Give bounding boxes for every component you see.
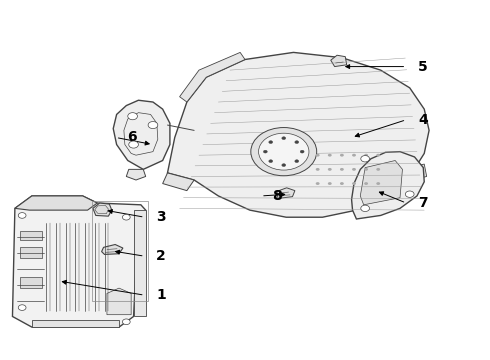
Polygon shape — [20, 247, 42, 258]
Circle shape — [148, 122, 158, 129]
Circle shape — [405, 191, 414, 197]
Polygon shape — [163, 173, 194, 191]
Polygon shape — [397, 164, 427, 184]
Polygon shape — [352, 152, 424, 219]
Circle shape — [364, 168, 368, 171]
Circle shape — [316, 182, 319, 185]
Circle shape — [376, 168, 380, 171]
Text: 1: 1 — [156, 288, 166, 302]
Text: 3: 3 — [156, 210, 166, 224]
Circle shape — [340, 182, 344, 185]
Circle shape — [376, 154, 380, 157]
Circle shape — [18, 305, 26, 310]
Circle shape — [340, 154, 344, 157]
Text: 8: 8 — [272, 189, 282, 203]
Polygon shape — [20, 231, 42, 240]
Circle shape — [328, 168, 332, 171]
Circle shape — [295, 160, 299, 163]
Circle shape — [259, 133, 309, 170]
Circle shape — [269, 141, 272, 144]
Circle shape — [340, 168, 344, 171]
Circle shape — [128, 113, 138, 120]
Circle shape — [352, 154, 356, 157]
Polygon shape — [277, 188, 295, 198]
Circle shape — [364, 154, 368, 157]
Circle shape — [282, 137, 286, 140]
Circle shape — [251, 127, 317, 176]
Circle shape — [361, 156, 369, 162]
Circle shape — [364, 182, 368, 185]
Circle shape — [352, 182, 356, 185]
Polygon shape — [15, 196, 97, 210]
Circle shape — [122, 319, 130, 325]
Circle shape — [295, 141, 299, 144]
Circle shape — [316, 154, 319, 157]
Circle shape — [352, 168, 356, 171]
Circle shape — [300, 150, 304, 153]
Circle shape — [328, 154, 332, 157]
Circle shape — [376, 182, 380, 185]
Text: 2: 2 — [156, 249, 166, 263]
Polygon shape — [134, 210, 146, 316]
Polygon shape — [180, 53, 245, 102]
Text: 4: 4 — [418, 113, 428, 127]
Polygon shape — [113, 100, 170, 169]
Polygon shape — [331, 55, 347, 67]
Polygon shape — [360, 161, 402, 205]
Circle shape — [282, 164, 286, 167]
Circle shape — [129, 141, 138, 148]
Polygon shape — [32, 320, 119, 327]
Polygon shape — [107, 288, 131, 315]
Polygon shape — [101, 244, 123, 255]
Circle shape — [18, 213, 26, 218]
Text: 5: 5 — [418, 59, 428, 73]
Polygon shape — [168, 53, 429, 217]
Text: 6: 6 — [127, 130, 137, 144]
Text: 7: 7 — [418, 196, 428, 210]
Circle shape — [316, 168, 319, 171]
Circle shape — [328, 182, 332, 185]
Circle shape — [269, 160, 272, 163]
Polygon shape — [12, 196, 146, 327]
Polygon shape — [126, 169, 146, 180]
Polygon shape — [20, 278, 42, 288]
Circle shape — [122, 215, 130, 220]
Polygon shape — [93, 203, 112, 216]
Circle shape — [264, 150, 267, 153]
Circle shape — [361, 205, 369, 212]
